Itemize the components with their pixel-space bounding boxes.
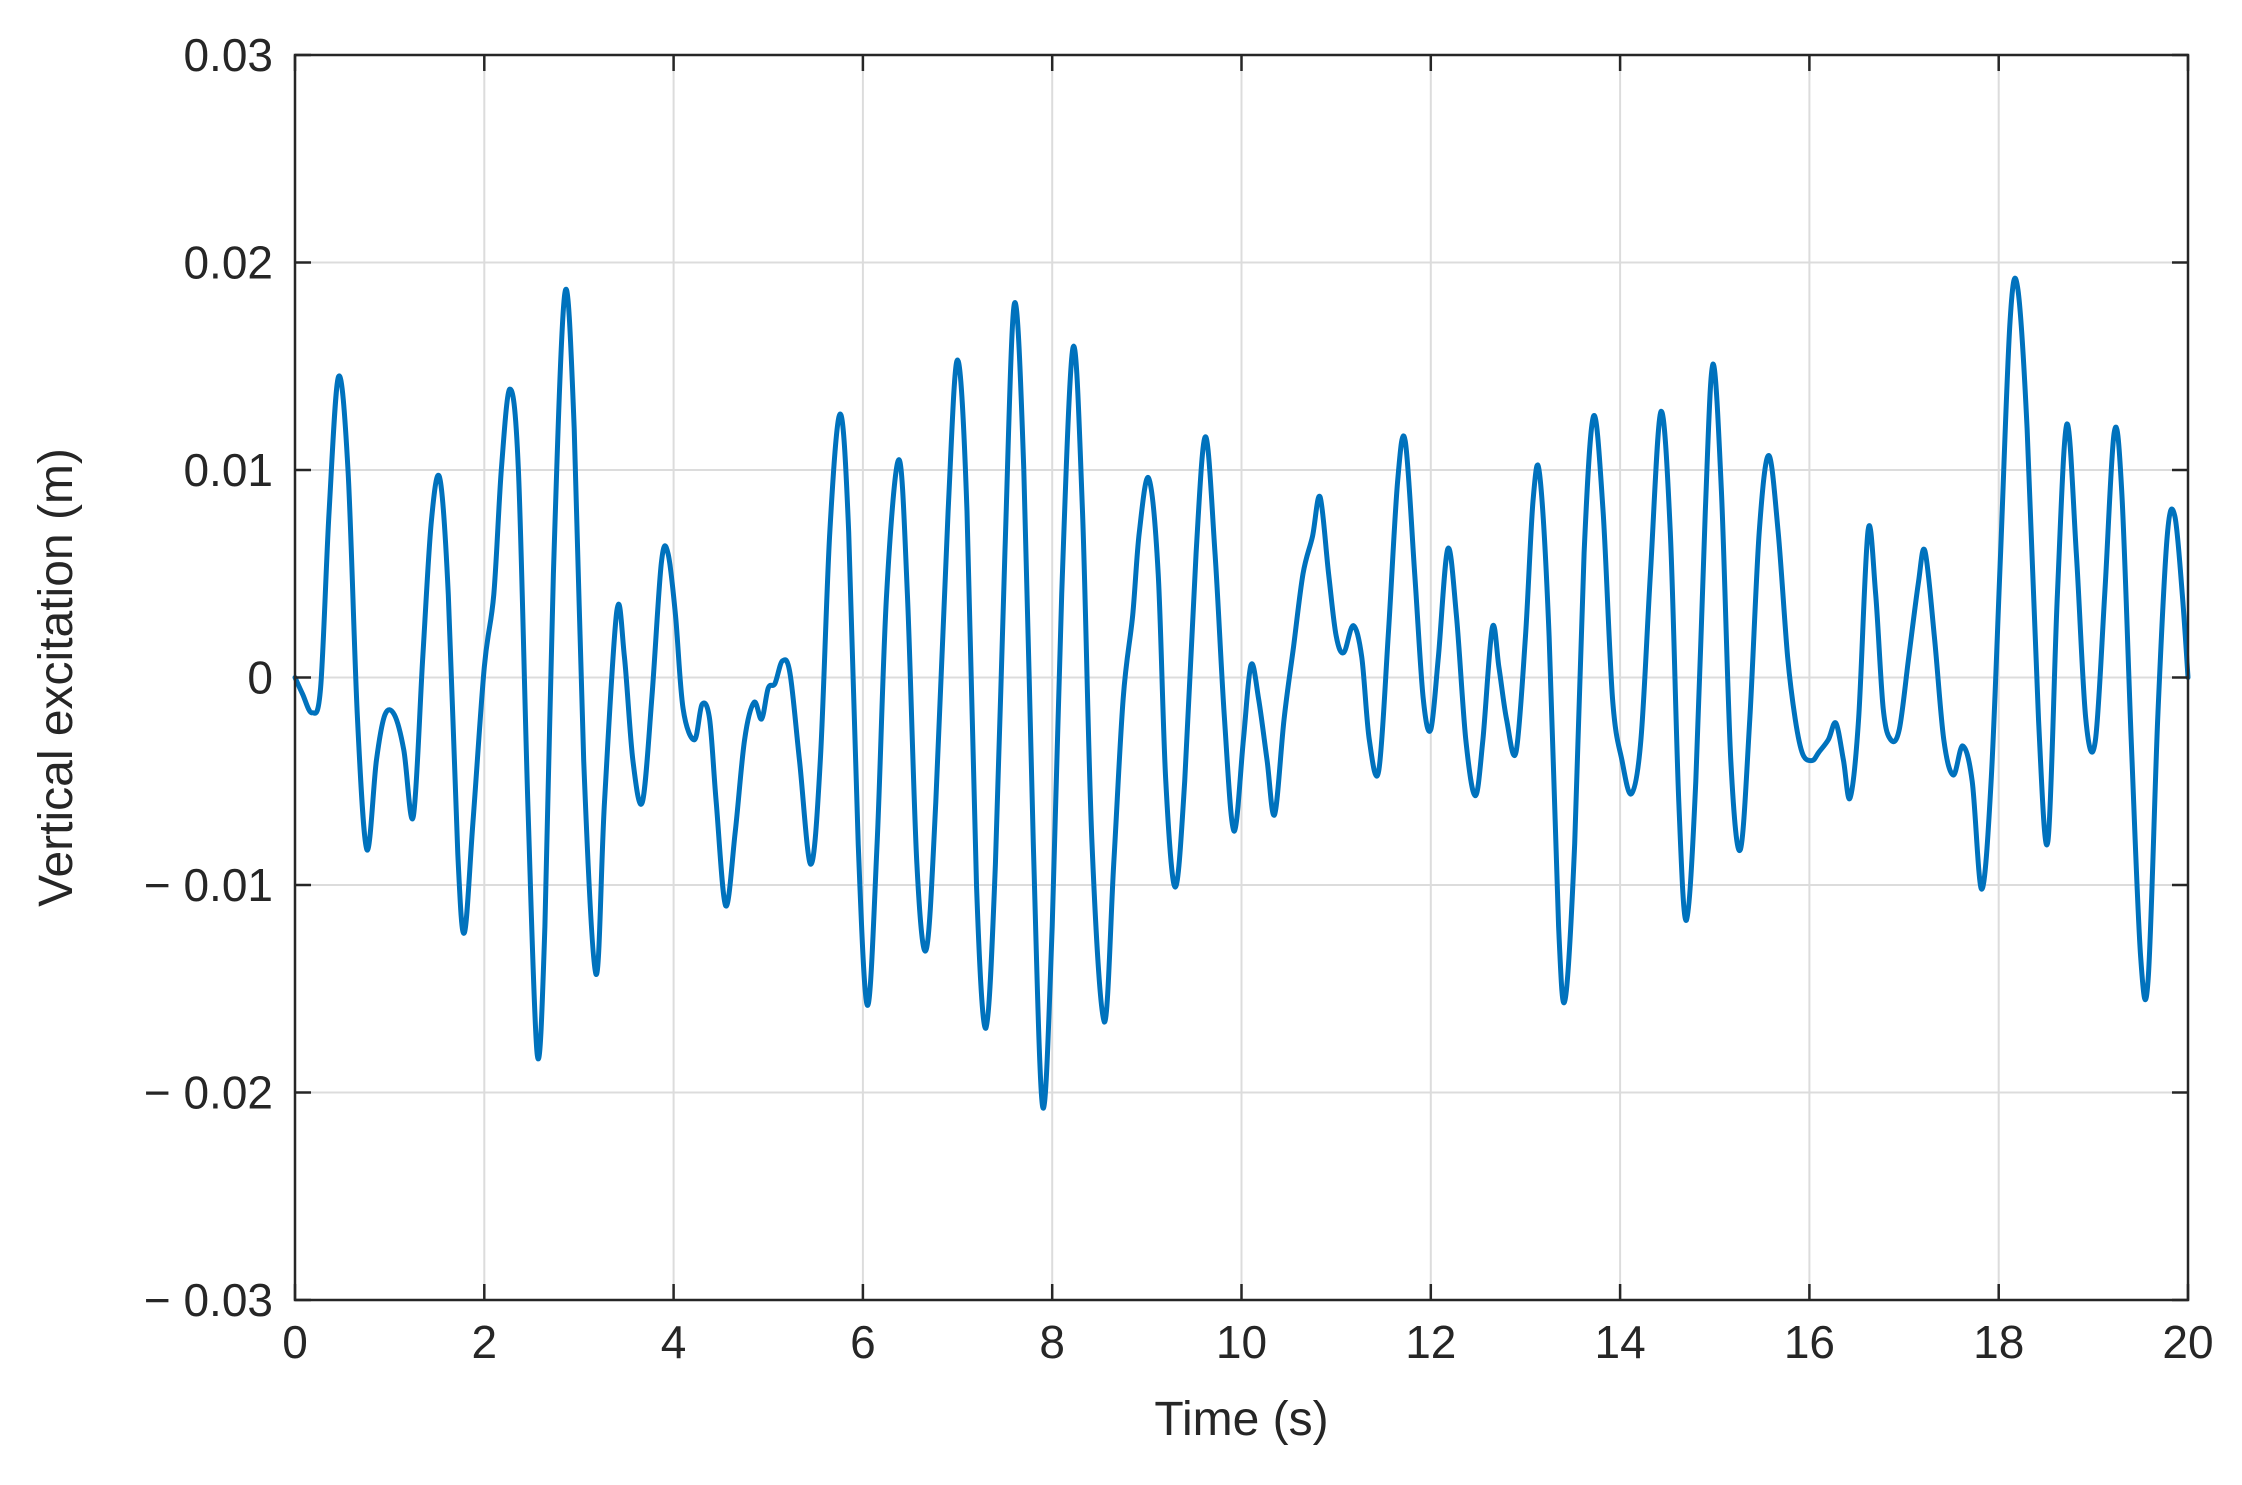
x-tick-label: 4 — [661, 1316, 687, 1368]
series-layer — [292, 275, 2191, 1111]
y-tick-label: 0.01 — [183, 444, 273, 496]
series-line — [292, 275, 2191, 1111]
x-tick-label: 8 — [1039, 1316, 1065, 1368]
y-tick-label: − 0.03 — [144, 1274, 273, 1326]
y-tick-label: 0.03 — [183, 29, 273, 81]
x-tick-label: 20 — [2162, 1316, 2213, 1368]
x-tick-label: 0 — [282, 1316, 308, 1368]
tick-labels: 0 2 4 6 8 10 12 14 16 18 20 0.03 0.02 0.01 0 − 0.01 − 0.… — [144, 29, 2214, 1368]
x-tick-label: 16 — [1784, 1316, 1835, 1368]
axis-ticks — [293, 53, 2190, 1302]
y-tick-label: − 0.01 — [144, 859, 273, 911]
x-tick-label: 10 — [1216, 1316, 1267, 1368]
y-tick-label: 0.02 — [183, 237, 273, 289]
y-tick-label: − 0.02 — [144, 1067, 273, 1119]
y-axis-label: Vertical excitation (m) — [30, 448, 83, 907]
y-tick-label: 0 — [247, 652, 273, 704]
x-axis-label: Time (s) — [1154, 1393, 1328, 1446]
x-tick-label: 18 — [1973, 1316, 2024, 1368]
x-tick-label: 14 — [1595, 1316, 1646, 1368]
x-tick-label: 12 — [1405, 1316, 1456, 1368]
x-tick-label: 6 — [850, 1316, 876, 1368]
x-tick-label: 2 — [472, 1316, 498, 1368]
